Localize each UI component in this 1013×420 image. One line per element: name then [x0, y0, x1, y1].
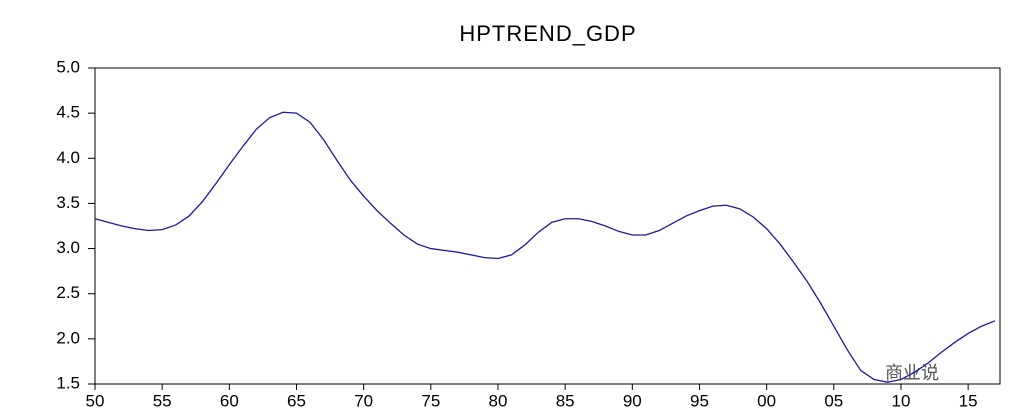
watermark: 商业说	[885, 363, 939, 383]
y-tick-label: 2.5	[56, 283, 80, 302]
y-tick-label: 4.5	[56, 103, 80, 122]
x-tick-label: 10	[892, 391, 911, 410]
x-tick-label: 60	[220, 391, 239, 410]
y-tick-label: 1.5	[56, 373, 80, 392]
chart-title: HPTREND_GDP	[459, 21, 636, 46]
x-tick-label: 15	[959, 391, 978, 410]
x-tick-label: 85	[556, 391, 575, 410]
y-tick-label: 3.0	[56, 238, 80, 257]
x-tick-label: 95	[690, 391, 709, 410]
x-tick-label: 70	[354, 391, 373, 410]
plot-frame	[94, 67, 1001, 385]
y-tick-label: 4.0	[56, 148, 80, 167]
x-tick-label: 05	[824, 391, 843, 410]
x-tick-label: 90	[623, 391, 642, 410]
line-series	[94, 111, 996, 383]
y-tick-label: 2.0	[56, 328, 80, 347]
x-tick-label: 00	[757, 391, 776, 410]
y-tick-label: 3.5	[56, 193, 80, 212]
x-tick-label: 75	[421, 391, 440, 410]
x-tick-label: 50	[86, 391, 105, 410]
x-tick-label: 65	[287, 391, 306, 410]
y-tick-label: 5.0	[56, 57, 80, 76]
x-tick-label: 80	[489, 391, 508, 410]
x-tick-label: 55	[153, 391, 172, 410]
